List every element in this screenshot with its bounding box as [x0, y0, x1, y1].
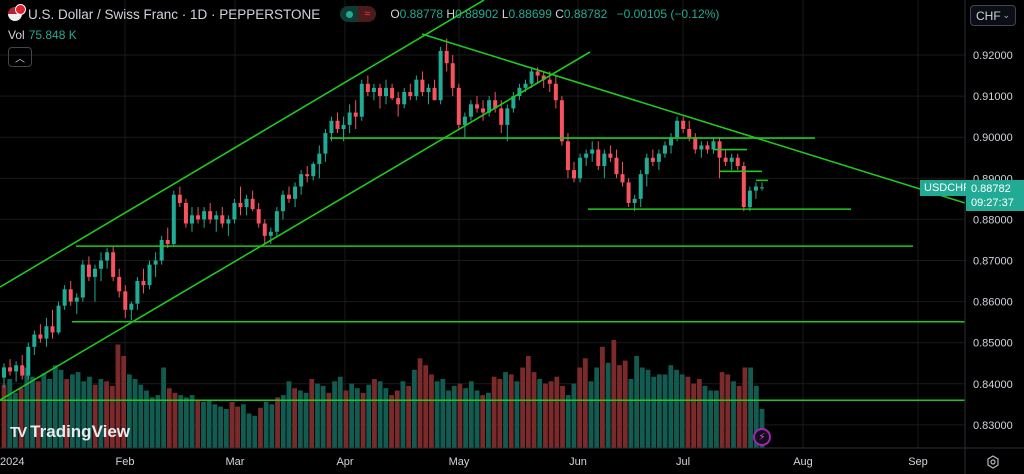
volume-bars	[1, 339, 765, 448]
gear-icon[interactable]	[986, 455, 1000, 469]
price-tick: 0.85000	[973, 338, 1013, 350]
price-tick: 0.92000	[973, 50, 1013, 62]
tradingview-wordmark: TradingView	[30, 422, 130, 441]
time-tick: Jul	[676, 456, 690, 468]
last-price-label: 0.88782 09:27:37	[966, 180, 1024, 211]
low-label: L	[501, 7, 509, 21]
channel-lower-line[interactable]	[0, 51, 591, 401]
change-value: −0.00105 (−0.12%)	[616, 7, 720, 21]
volume-legend[interactable]: Vol 75.848 K	[8, 28, 77, 42]
chart-legend: U.S. Dollar / Swiss Franc · 1D · PEPPERS…	[8, 4, 719, 22]
usd-chf-flag-icon	[8, 4, 26, 21]
price-tick: 0.84000	[973, 379, 1013, 391]
ohlc-values: O0.88778 H0.88902 L0.88699 C0.88782 −0.0…	[390, 7, 719, 21]
price-tick: 0.83000	[973, 420, 1013, 432]
chart-grid	[0, 0, 965, 448]
price-tick: 0.88000	[973, 214, 1013, 226]
time-tick: Mar	[226, 456, 245, 468]
chevron-up-icon: ︿	[15, 53, 25, 65]
candlesticks	[2, 38, 764, 388]
price-tick: 0.87000	[973, 256, 1013, 268]
channel-upper-line[interactable]	[0, 0, 485, 288]
high-value: 0.88902	[455, 7, 499, 21]
symbol-title[interactable]: U.S. Dollar / Swiss Franc · 1D · PEPPERS…	[28, 6, 321, 22]
time-tick: Feb	[116, 456, 135, 468]
tradingview-logo[interactable]: TV TradingView	[10, 422, 130, 442]
volume-value: 75.848 K	[28, 28, 77, 42]
currency-label: CHF	[976, 8, 1001, 23]
market-open-icon	[340, 6, 359, 22]
high-label: H	[446, 7, 456, 21]
open-label: O	[390, 7, 400, 21]
lightning-icon[interactable]: ⚡	[753, 428, 771, 446]
chevron-down-icon: ⌄	[1002, 10, 1010, 20]
collapse-legend-button[interactable]: ︿	[8, 47, 32, 67]
close-value: 0.88782	[563, 7, 608, 21]
time-tick: Aug	[793, 456, 813, 468]
symbol-price-label: USDCHF	[920, 180, 974, 196]
price-tick: 0.90000	[973, 132, 1013, 144]
price-tick: 0.91000	[973, 91, 1013, 103]
time-tick: Jun	[569, 456, 587, 468]
close-label: C	[555, 7, 564, 21]
tradingview-mark-icon: TV	[10, 423, 27, 441]
time-tick: May	[449, 456, 470, 468]
bar-countdown: 09:27:37	[971, 197, 1014, 209]
last-price-value: 0.88782	[971, 183, 1011, 195]
open-value: 0.88778	[399, 7, 444, 21]
volume-label: Vol	[8, 28, 25, 42]
price-scale[interactable]: 0.920000.910000.900000.890000.880000.870…	[973, 50, 1013, 432]
market-status-toggle[interactable]: ≈	[340, 6, 377, 22]
descending-resistance-line[interactable]	[421, 33, 966, 204]
time-tick: Apr	[336, 456, 353, 468]
low-value: 0.88699	[508, 7, 552, 21]
time-tick: Sep	[908, 456, 928, 468]
time-scale[interactable]: 2024 Feb Mar Apr May Jun Jul Aug Sep	[0, 456, 928, 468]
trend-lines[interactable]	[0, 0, 966, 402]
approx-data-icon: ≈	[358, 6, 377, 22]
currency-selector[interactable]: CHF ⌄	[970, 5, 1016, 26]
price-tick: 0.86000	[973, 297, 1013, 309]
time-tick: 2024	[0, 456, 24, 468]
